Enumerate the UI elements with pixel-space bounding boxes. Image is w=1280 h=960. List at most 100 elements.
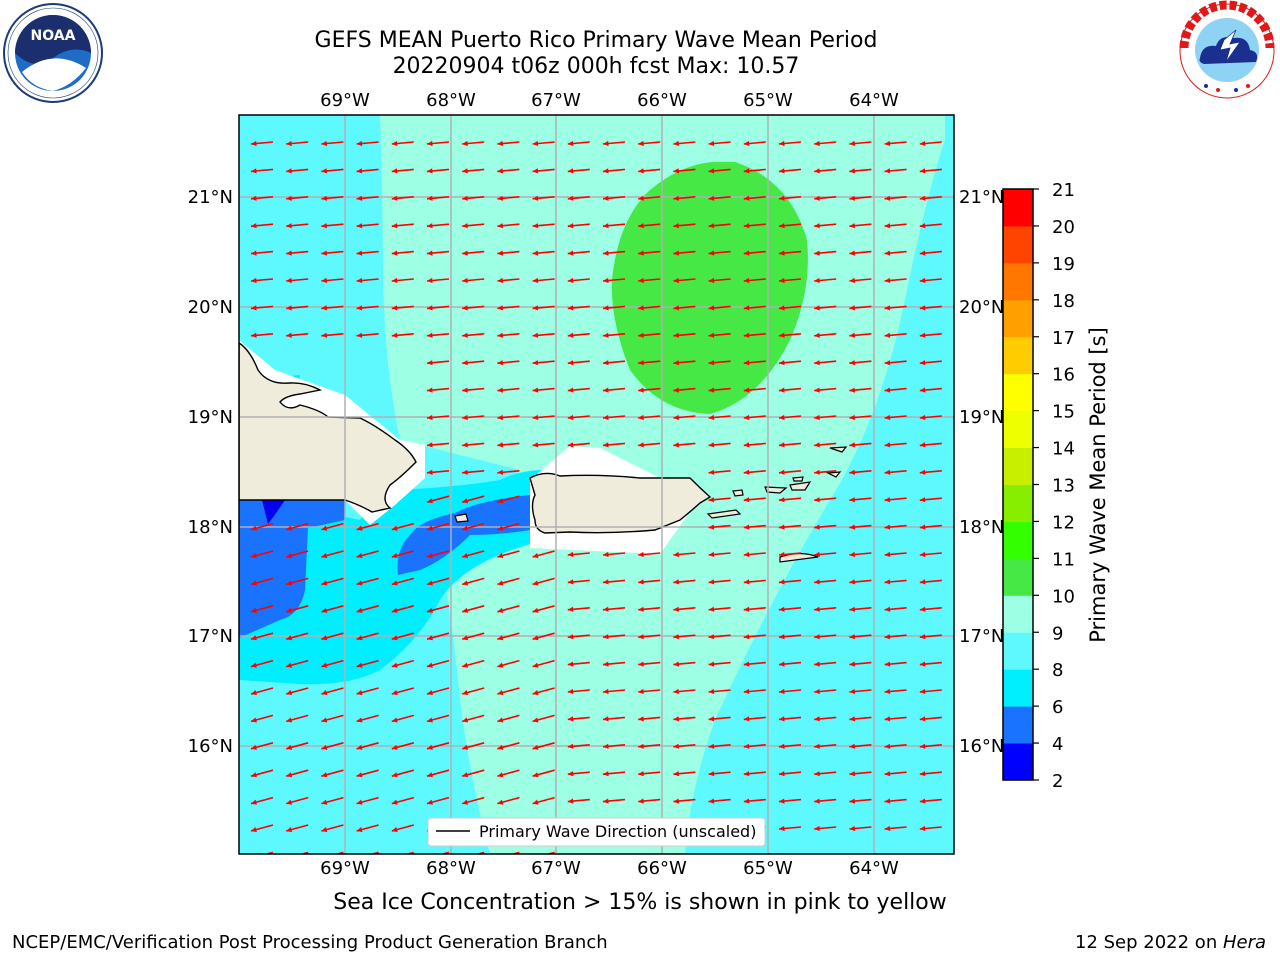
lat-label-left: 19°N — [188, 407, 233, 428]
wave-arrow — [743, 524, 766, 530]
wave-arrow — [497, 168, 520, 174]
wave-arrow — [673, 332, 696, 338]
wave-arrow — [778, 634, 802, 640]
wave-arrow — [849, 716, 872, 722]
lon-label-top: 68°W — [426, 90, 476, 111]
wave-arrow — [321, 332, 344, 338]
wave-arrow — [286, 277, 309, 284]
wave-arrow — [285, 522, 309, 531]
wave-arrow — [778, 305, 802, 311]
wave-arrow — [321, 522, 344, 531]
wave-arrow — [462, 360, 485, 366]
wave-arrow — [321, 277, 344, 284]
wave-arrow — [356, 824, 379, 833]
lon-label-top: 69°W — [320, 90, 370, 111]
wave-arrow — [849, 661, 872, 667]
wave-direction-arrows — [250, 140, 942, 854]
wave-arrow — [814, 195, 837, 201]
wave-arrow — [884, 771, 907, 777]
wave-arrow — [497, 687, 520, 696]
wave-arrow — [321, 659, 344, 668]
colorbar-tick-label: 9 — [1052, 623, 1063, 644]
wave-arrow — [743, 442, 766, 448]
wave-arrow — [638, 140, 661, 147]
wave-arrow — [321, 742, 344, 750]
wave-arrow — [426, 140, 450, 147]
wave-arrow — [743, 387, 766, 393]
wave-arrow — [708, 798, 731, 804]
wave-arrow — [321, 140, 344, 147]
wave-arrow — [602, 223, 626, 229]
wave-arrow — [743, 332, 766, 338]
wave-arrow — [321, 824, 344, 833]
footer-date-text: 12 Sep 2022 on — [1075, 932, 1223, 953]
colorbar-tick-label: 17 — [1052, 328, 1075, 349]
colorbar-tick-label: 11 — [1052, 549, 1075, 570]
wave-arrow — [778, 195, 802, 201]
wave-arrow — [673, 743, 696, 749]
wave-arrow — [532, 250, 555, 256]
wave-arrow — [778, 606, 802, 612]
wave-arrow — [673, 798, 696, 804]
period-2-4-region — [262, 500, 285, 524]
wave-arrow — [286, 195, 309, 201]
lon-labels-top: 69°W 68°W 67°W 66°W 65°W 64°W — [320, 90, 899, 111]
wave-arrow — [884, 606, 907, 612]
wave-arrow — [426, 659, 450, 668]
wave-arrow — [814, 469, 837, 475]
wave-arrow — [708, 360, 731, 366]
wave-arrow — [391, 824, 415, 833]
wave-arrow — [708, 305, 731, 311]
wave-arrow — [321, 223, 344, 229]
wave-arrow — [849, 798, 872, 804]
wave-arrow — [849, 277, 872, 284]
wave-arrow — [743, 250, 766, 256]
wave-arrow — [391, 796, 415, 805]
wave-arrow — [814, 771, 837, 777]
lon-label-bottom: 65°W — [743, 858, 793, 879]
wave-arrow — [673, 634, 696, 640]
wave-arrow — [849, 771, 872, 777]
lon-label-bottom: 66°W — [637, 858, 687, 879]
noaa-logo-text: NOAA — [31, 28, 76, 44]
wave-arrow — [532, 550, 555, 559]
wave-arrow — [285, 687, 309, 696]
wave-arrow — [778, 743, 802, 749]
wave-arrow — [286, 168, 309, 174]
wave-arrow — [708, 195, 731, 201]
lon-label-top: 67°W — [531, 90, 581, 111]
wave-arrow — [778, 140, 802, 147]
land-st-croix — [779, 552, 819, 563]
colorbar-segment — [1003, 299, 1033, 338]
wave-arrow — [532, 277, 555, 284]
wave-arrow — [638, 579, 661, 585]
wave-arrow — [321, 714, 344, 723]
colorbar-tick-label: 4 — [1052, 734, 1063, 755]
wave-arrow — [426, 168, 450, 174]
wave-arrow — [532, 632, 555, 641]
wave-arrow — [285, 824, 309, 833]
wave-arrow — [321, 168, 344, 174]
wave-arrow — [426, 414, 450, 421]
wave-arrow — [778, 168, 802, 174]
wave-arrow — [461, 605, 485, 613]
lat-label-right: 18°N — [959, 517, 1004, 538]
wave-arrow — [673, 414, 696, 421]
wave-arrow — [919, 250, 942, 256]
wave-arrow — [567, 140, 590, 147]
wave-arrow — [708, 661, 731, 667]
wave-arrow — [426, 277, 450, 284]
wave-arrow — [391, 742, 415, 750]
lat-label-right: 19°N — [959, 407, 1004, 428]
wave-arrow — [814, 332, 837, 338]
wave-arrow — [321, 605, 344, 613]
wave-arrow — [743, 360, 766, 366]
wave-arrow — [497, 140, 520, 147]
wave-arrow — [673, 442, 696, 448]
wave-arrow — [497, 469, 520, 475]
wave-arrow — [919, 661, 942, 667]
wave-arrow — [849, 414, 872, 421]
colorbar-tick-label: 2 — [1052, 771, 1063, 792]
wave-arrow — [849, 551, 872, 558]
